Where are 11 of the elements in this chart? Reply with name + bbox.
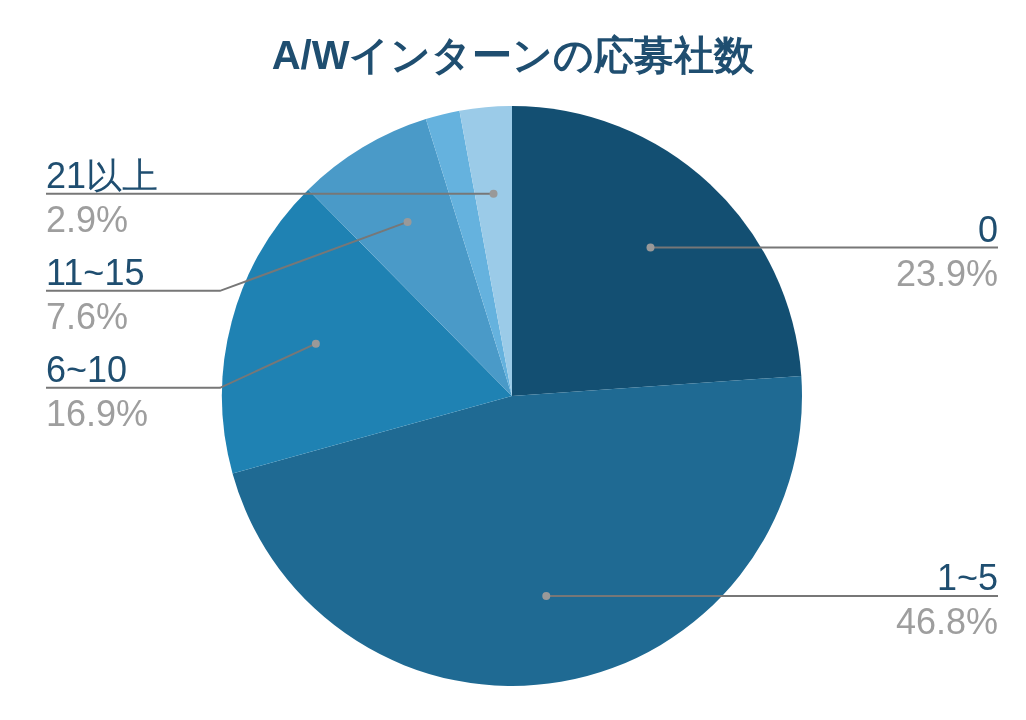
slice-label: 0 — [977, 208, 998, 250]
slice-label: 1~5 — [936, 557, 998, 599]
slice-label: 6~10 — [46, 348, 128, 390]
chart-title: A/Wインターンの応募社数 — [271, 33, 756, 78]
slice-label: 11~15 — [46, 251, 145, 293]
slice-label: 21以上 — [46, 154, 159, 196]
data-label: 7.6% — [46, 295, 129, 337]
data-label: 2.9% — [46, 198, 129, 240]
data-label: 16.9% — [46, 392, 149, 434]
data-label: 23.9% — [895, 252, 998, 294]
data-label: 46.8% — [895, 601, 998, 643]
